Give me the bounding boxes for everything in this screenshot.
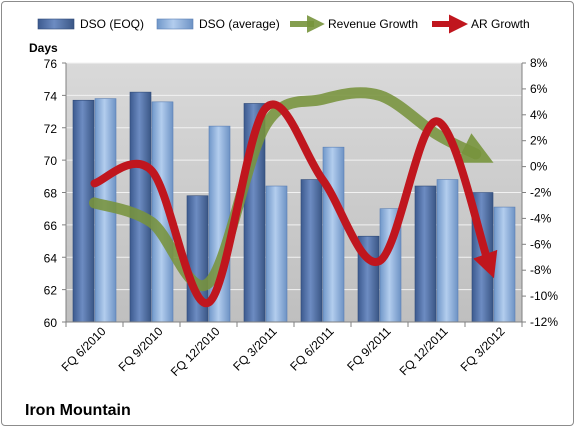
y-axis-label: Days	[29, 41, 58, 55]
y2-tick-label: -8%	[530, 263, 552, 277]
line-revenue-growth	[89, 87, 494, 292]
bar-dso-eoq	[300, 179, 323, 323]
y2-tick-label: 2%	[530, 134, 548, 148]
x-tick-label: FQ 9/2011	[344, 324, 394, 374]
legend-swatch-dso-average	[156, 18, 194, 30]
bar-dso-eoq	[72, 99, 95, 323]
y-tick-label: 66	[44, 219, 58, 233]
legend-label-dso-eoq: DSO (EOQ)	[80, 17, 144, 31]
bar-dso-average	[265, 185, 288, 323]
y-tick-label: 72	[44, 122, 58, 136]
y2-tick-label: -4%	[530, 211, 552, 225]
chart-title: Iron Mountain	[25, 402, 131, 419]
y-tick-label: 76	[44, 57, 58, 71]
x-tick-label: FQ 6/2010	[59, 324, 109, 374]
bar-dso-average	[493, 206, 516, 323]
legend-swatch-dso-eoq	[37, 18, 75, 30]
y2-tick-label: -2%	[530, 186, 552, 200]
plot-area: 60 62 64 66 68 70 72 74 76 -12% -10% -8% -6% -4% -2% 0%…	[44, 56, 559, 379]
legend-label-revenue-growth: Revenue Growth	[328, 17, 418, 31]
x-tick-label: FQ 6/2011	[287, 324, 337, 374]
y-tick-label: 70	[44, 154, 58, 168]
legend: DSO (EOQ) DSO (average) Revenue Growth A…	[37, 14, 530, 34]
y2-tick-label: -6%	[530, 237, 552, 251]
y2-tick-label: -12%	[530, 315, 558, 329]
bar-dso-eoq	[414, 185, 437, 323]
x-tick-label: FQ 9/2010	[116, 324, 166, 374]
y-tick-label: 74	[44, 89, 58, 103]
legend-label-ar-growth: AR Growth	[471, 17, 530, 31]
x-tick-label: FQ 3/2011	[230, 324, 280, 374]
bar-dso-average	[436, 179, 459, 323]
x-tick-label: FQ 3/2012	[458, 324, 508, 374]
y-tick-label: 68	[44, 187, 58, 201]
bar-dso-average	[322, 146, 345, 323]
y2-tick-label: -10%	[530, 289, 558, 303]
legend-label-dso-average: DSO (average)	[199, 17, 280, 31]
y-tick-label: 60	[44, 316, 58, 330]
y2-tick-label: 4%	[530, 108, 548, 122]
y-tick-label: 62	[44, 284, 58, 298]
bar-dso-eoq	[129, 91, 152, 323]
line-ar-growth	[90, 100, 498, 307]
y2-tick-label: 6%	[530, 82, 548, 96]
x-tick-label: FQ 12/2010	[168, 324, 223, 379]
y2-tick-label: 0%	[530, 160, 548, 174]
y2-tick-label: 8%	[530, 56, 548, 70]
y-tick-label: 64	[44, 251, 58, 265]
x-tick-label: FQ 12/2011	[397, 324, 451, 378]
